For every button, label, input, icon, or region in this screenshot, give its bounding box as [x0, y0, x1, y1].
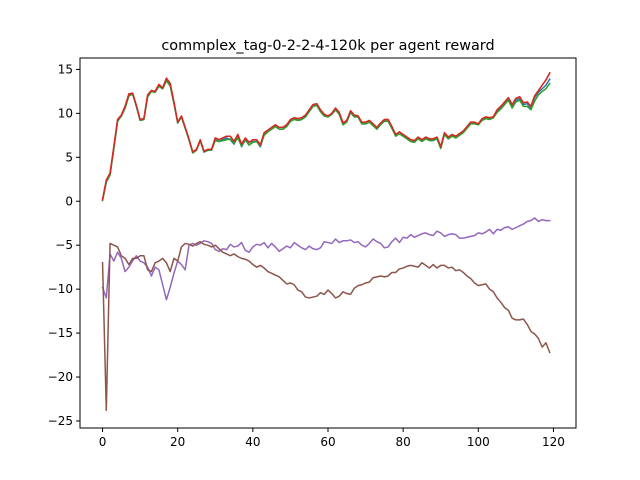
y-tick-label: 5 [65, 150, 73, 164]
series-layer [101, 71, 551, 412]
y-tick-label: −15 [48, 326, 73, 340]
x-axis: 0 20 40 60 80 100 120 [99, 428, 565, 449]
y-axis: 15 10 5 0 −5 −10 −15 −20 −25 [48, 62, 80, 428]
y-tick-label: −10 [48, 282, 73, 296]
series-line-6 [101, 240, 551, 412]
y-tick-label: −25 [48, 414, 73, 428]
x-tick-label: 100 [467, 435, 490, 449]
x-tick-label: 20 [170, 435, 185, 449]
x-tick-label: 0 [99, 435, 107, 449]
x-tick-label: 40 [245, 435, 260, 449]
x-tick-label: 60 [320, 435, 335, 449]
y-tick-label: 15 [58, 62, 73, 76]
y-tick-label: 0 [65, 194, 73, 208]
x-tick-label: 120 [542, 435, 565, 449]
x-tick-label: 80 [396, 435, 411, 449]
chart-title: commplex_tag-0-2-2-4-120k per agent rewa… [161, 38, 494, 54]
series-line-5 [101, 217, 551, 301]
y-tick-label: −20 [48, 370, 73, 384]
series-line-4 [101, 71, 551, 201]
y-tick-label: 10 [58, 106, 73, 120]
y-tick-label: −5 [55, 238, 73, 252]
